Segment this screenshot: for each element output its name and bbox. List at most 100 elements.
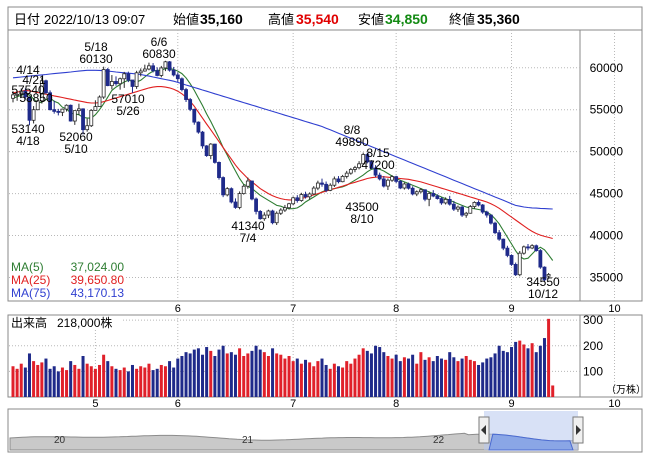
candle-body: [513, 264, 518, 276]
volume-bar: [514, 341, 518, 397]
candle: [447, 195, 452, 206]
volume-y-tick-label: 100: [583, 364, 603, 378]
volume-bar: [382, 352, 386, 397]
volume-bar: [85, 363, 89, 397]
volume-bar: [196, 348, 200, 397]
candle: [456, 205, 460, 212]
candle-body: [229, 188, 234, 203]
volume-bar: [102, 354, 106, 397]
price-y-tick-label: 45000: [590, 187, 624, 201]
legend-label: MA(25): [11, 273, 50, 287]
annotation-text: 60830: [142, 47, 176, 61]
candle-body: [406, 183, 411, 189]
candle: [517, 250, 522, 277]
candle: [151, 63, 155, 73]
volume-bar: [374, 345, 378, 397]
candle: [245, 177, 250, 189]
candle: [155, 67, 160, 77]
volume-bar: [291, 361, 295, 397]
candle: [221, 176, 226, 198]
candle: [530, 244, 535, 250]
volume-bar: [126, 371, 130, 397]
candle: [328, 183, 333, 192]
candle: [229, 187, 234, 204]
volume-bar: [287, 356, 291, 397]
candle: [283, 204, 287, 212]
candle: [278, 208, 283, 216]
candle: [489, 214, 493, 225]
candle: [324, 181, 329, 193]
candle-body: [85, 125, 90, 131]
volume-bar: [547, 318, 551, 397]
volume-bar: [493, 353, 497, 397]
candle: [332, 176, 337, 188]
candle-body: [130, 79, 135, 87]
volume-bar: [460, 358, 464, 397]
candle-body: [497, 232, 502, 240]
annotation-text: 34550: [526, 275, 560, 289]
volume-bar: [163, 366, 167, 397]
volume-bar: [238, 348, 242, 397]
navigator-right-handle[interactable]: [572, 416, 584, 444]
candle: [484, 210, 489, 218]
candle-body: [64, 104, 69, 110]
candle: [526, 244, 530, 251]
volume-bar: [213, 356, 217, 397]
candle: [39, 77, 44, 104]
header-high-value: 35,540: [296, 11, 339, 27]
legend-value: 43,170.13: [71, 286, 125, 300]
candle-body: [204, 145, 209, 156]
candle: [188, 97, 193, 112]
candle: [64, 104, 69, 112]
volume-bar: [201, 354, 205, 397]
annotation-text: 6/6: [151, 35, 168, 49]
candle: [472, 201, 477, 209]
candle: [35, 100, 40, 111]
volume-bar: [501, 350, 505, 397]
navigator-left-handle[interactable]: [478, 416, 490, 444]
candle-body: [328, 184, 333, 191]
candle-body: [295, 197, 300, 201]
candle: [77, 103, 81, 116]
candle: [48, 90, 52, 111]
volume-bar: [419, 352, 423, 397]
candle-body: [447, 198, 452, 205]
candle-body: [155, 70, 160, 76]
header-open-label: 始値: [173, 12, 199, 27]
candle: [468, 205, 473, 214]
volume-bar: [518, 340, 522, 397]
volume-title: 出来高 218,000株: [9, 315, 121, 330]
volume-bar: [168, 361, 172, 397]
annotation-text: 49890: [335, 135, 369, 149]
candle: [509, 254, 514, 266]
annotation: 58850: [19, 91, 53, 105]
candle-body: [303, 194, 308, 198]
annotation-text: 57540: [11, 83, 45, 97]
legend-value: 39,650.80: [71, 273, 125, 287]
candle: [501, 238, 506, 251]
candle-body: [245, 180, 250, 187]
volume-bar: [435, 356, 439, 397]
candle-body: [241, 185, 246, 195]
candle-body: [534, 245, 539, 251]
candle: [171, 66, 176, 77]
candle-body: [398, 180, 403, 189]
candle: [361, 152, 366, 165]
candle: [546, 272, 551, 279]
candle: [390, 175, 394, 182]
annotation-text: 58850: [19, 91, 53, 105]
candle: [89, 109, 94, 127]
volume-bar: [439, 358, 443, 397]
candle-body: [509, 255, 514, 265]
candle: [196, 121, 201, 134]
range-navigator[interactable]: 20 21 22: [7, 408, 643, 453]
candle-body: [517, 252, 522, 276]
volume-bar: [324, 364, 328, 397]
volume-bar: [538, 345, 542, 397]
annotation-text: 10/12: [528, 287, 558, 301]
volume-bar: [497, 345, 501, 397]
